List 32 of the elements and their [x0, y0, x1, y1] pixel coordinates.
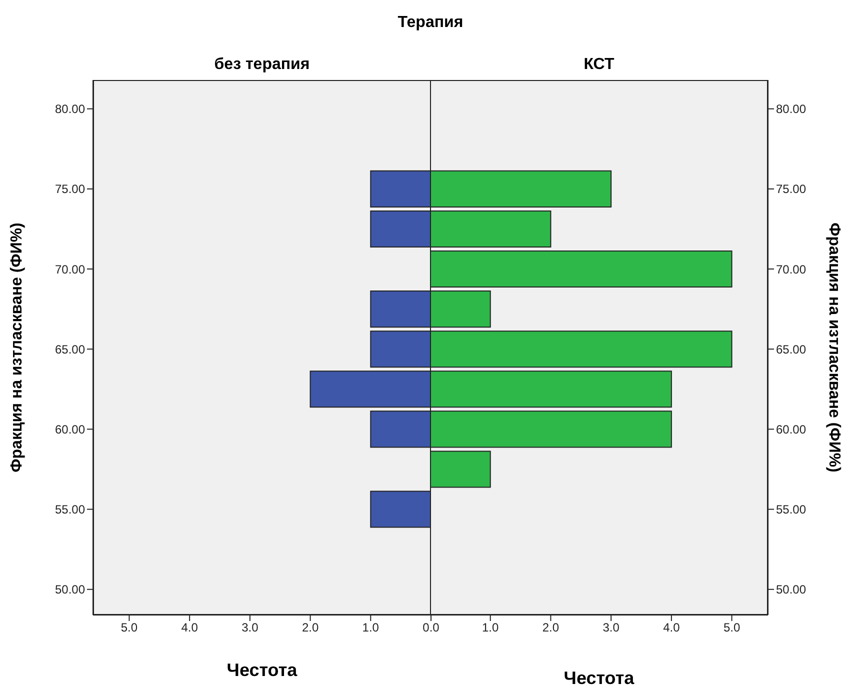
- y-tick-label: 70.00: [776, 262, 806, 276]
- x-tick-label: 2.0: [302, 620, 319, 635]
- y-tick-label: 50.00: [776, 582, 806, 597]
- y-tick-label: 65.00: [54, 342, 86, 356]
- y-tick-label: 65.00: [776, 342, 806, 356]
- text: Терапия: [396, 14, 464, 32]
- chart-title: без терапия: [213, 56, 311, 74]
- x-tick-label: 4.0: [181, 620, 198, 635]
- x-tick-label: 2.0: [542, 620, 560, 635]
- x-tick-label: 3.0: [602, 620, 620, 635]
- x-tick-label: 1.0: [482, 620, 500, 635]
- chart-title: КСТ: [582, 56, 616, 74]
- x-tick-label: 4.0: [663, 620, 680, 635]
- y-tick-label: 60.00: [54, 422, 86, 436]
- y-tick-label: 75.00: [776, 182, 806, 196]
- x-tick-label: 3.0: [242, 620, 259, 635]
- y-tick-label: 55.00: [776, 502, 806, 517]
- x-tick-label: 5.0: [723, 620, 740, 635]
- y-tick-label: 50.00: [54, 582, 86, 597]
- x-tick-label: 0.0: [422, 620, 440, 635]
- y-axis-title: Фракция на изтласкване (ФИ%): [825, 222, 842, 472]
- y-axis-title: Фракция на изтласкване (ФИ%): [8, 222, 26, 472]
- x-tick-label: 5.0: [120, 620, 138, 635]
- y-tick-label: 80.00: [54, 102, 86, 116]
- y-tick-label: 70.00: [54, 262, 86, 276]
- x-axis-title: Честота: [564, 668, 636, 686]
- y-tick-label: 80.00: [776, 102, 806, 116]
- x-axis-title: Честота: [226, 660, 298, 680]
- x-tick-label: 1.0: [362, 620, 380, 635]
- y-tick-label: 55.00: [54, 502, 86, 517]
- y-tick-label: 60.00: [776, 422, 806, 436]
- y-tick-label: 75.00: [54, 182, 86, 196]
